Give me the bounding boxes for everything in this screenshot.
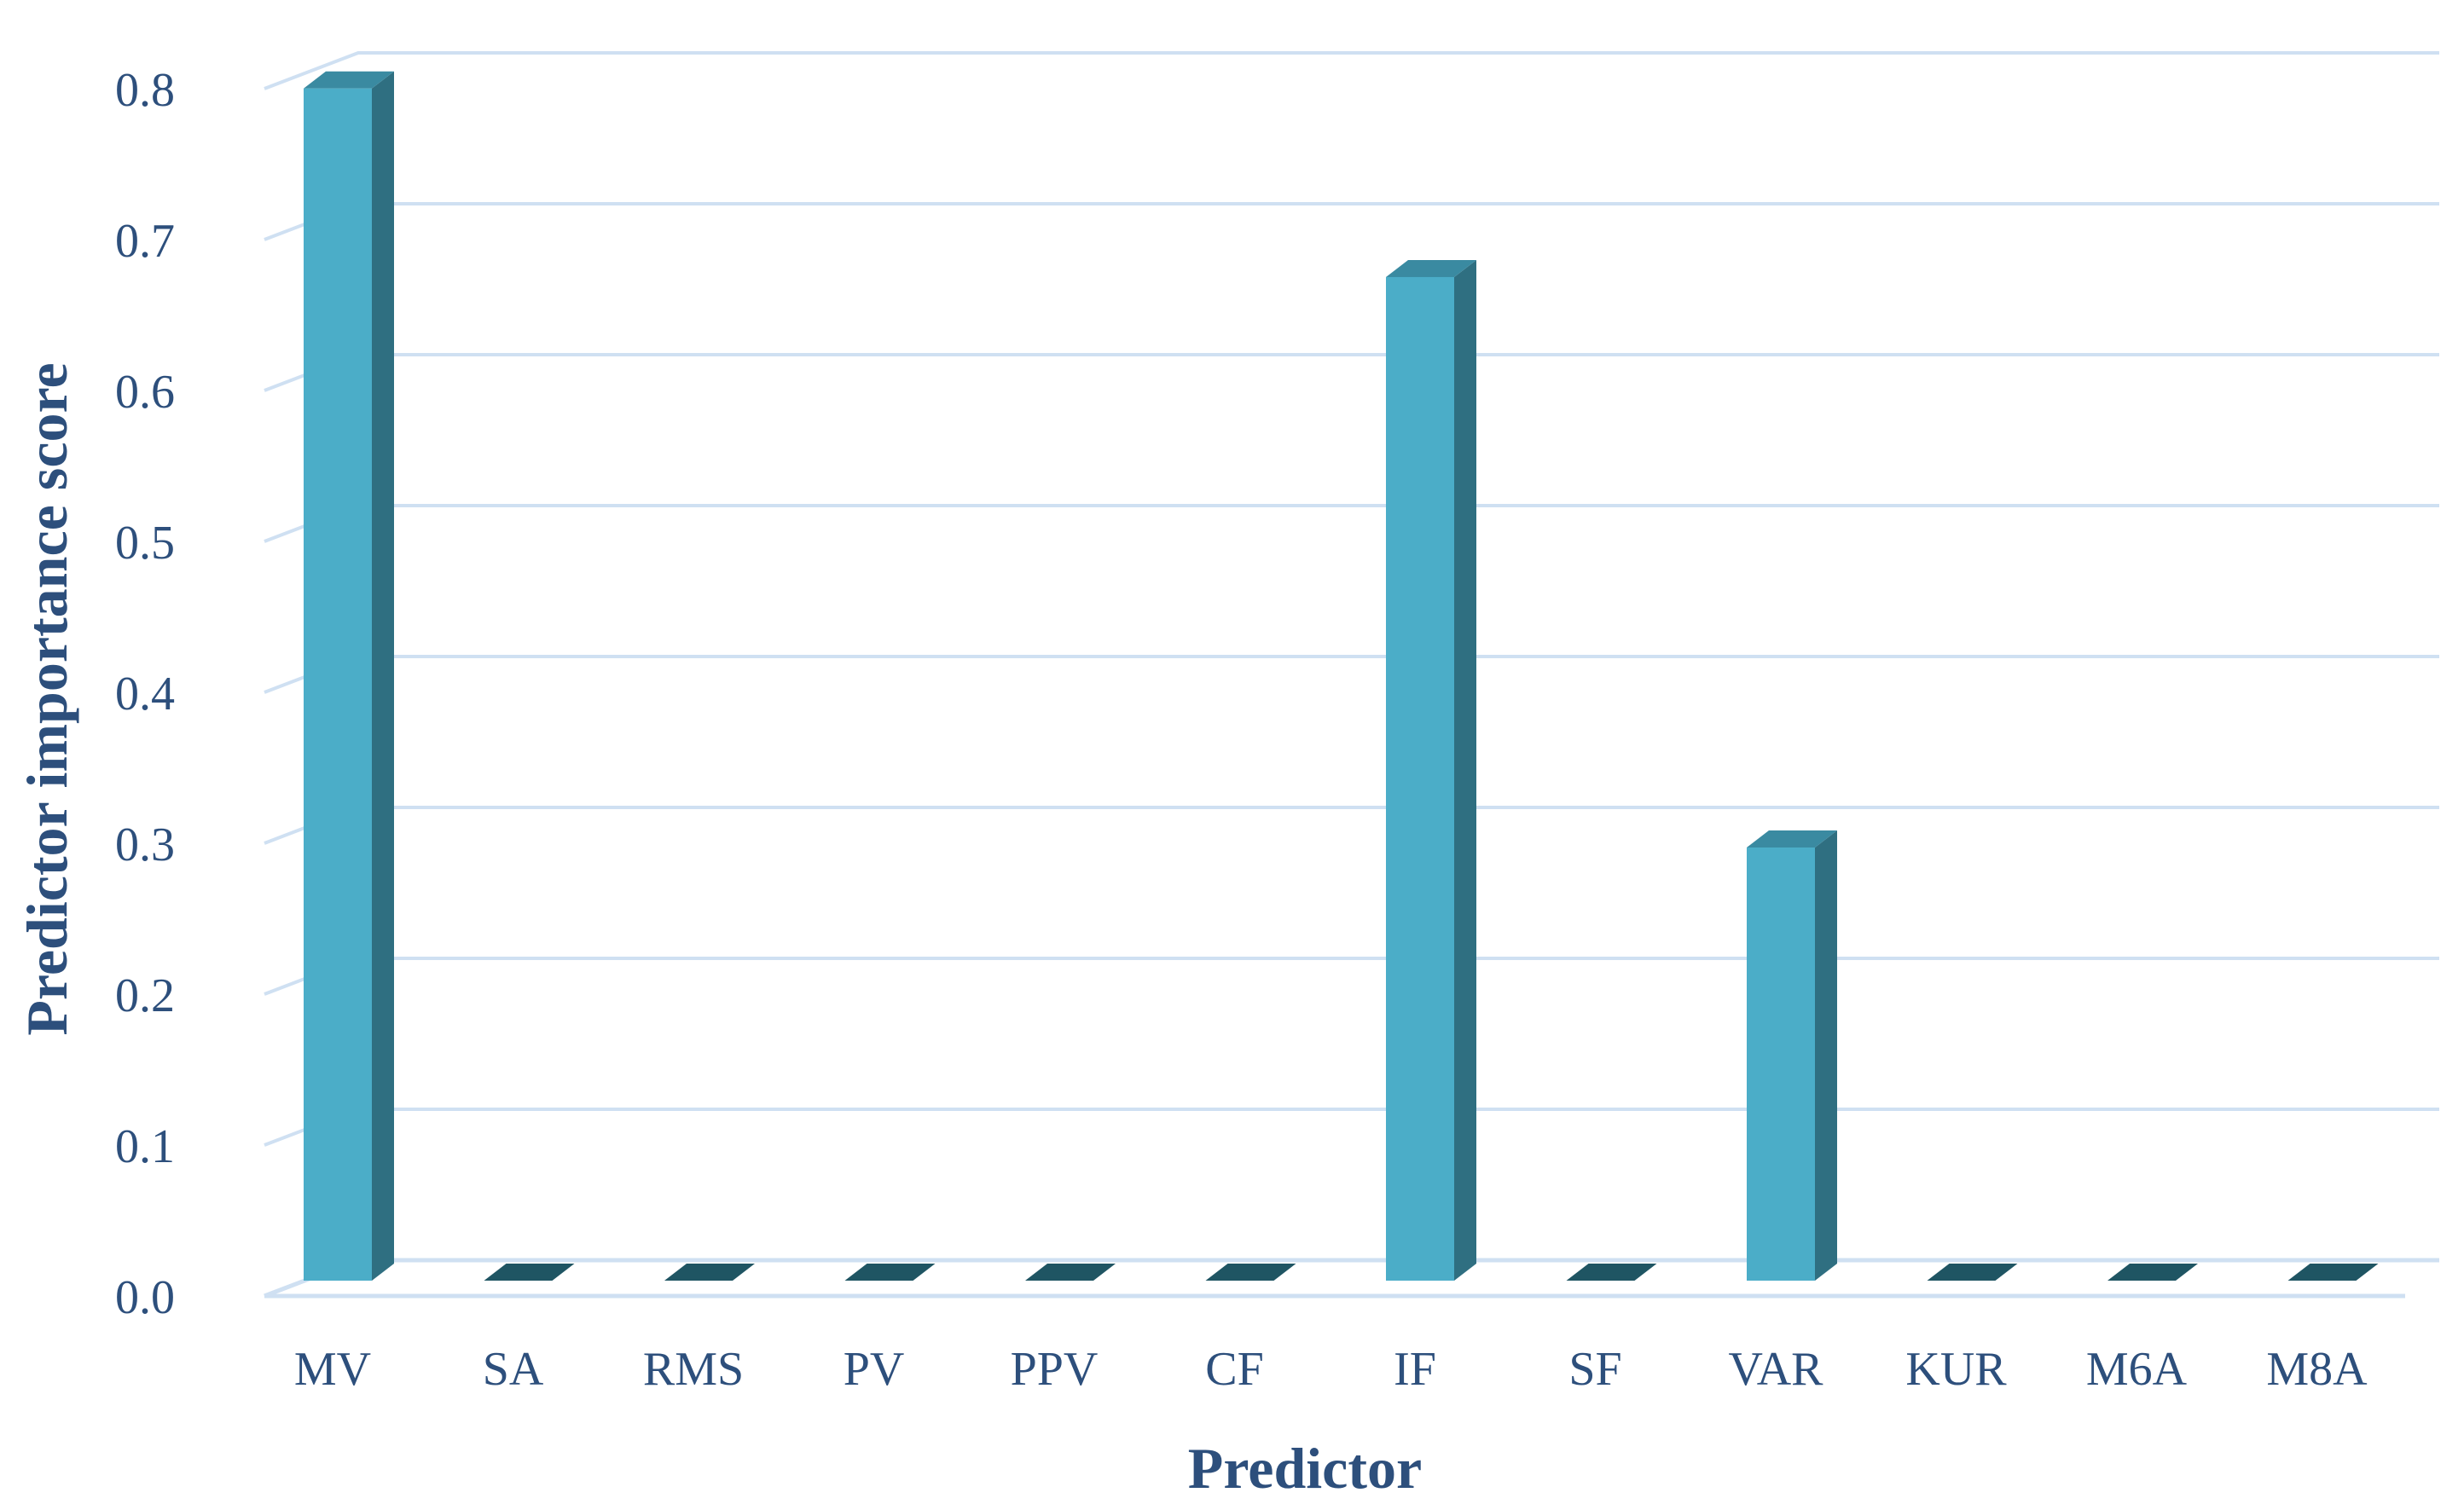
y-tick-label: 0.4: [115, 668, 175, 720]
x-tick-label: MV: [294, 1343, 371, 1396]
x-tick-label: M8A: [2266, 1343, 2368, 1396]
y-tick-label: 0.0: [115, 1271, 175, 1324]
bar-top-face: [304, 71, 394, 89]
gridline: [264, 353, 2439, 392]
bar-zero-base: [2287, 1264, 2379, 1281]
bar-zero-base: [484, 1264, 575, 1281]
bar-zero-base: [844, 1264, 936, 1281]
gridline: [264, 1108, 2439, 1147]
bar-side-face: [372, 71, 394, 1281]
y-tick-label: 0.7: [115, 215, 175, 268]
x-tick-label: PV: [844, 1343, 905, 1396]
bar-top-face: [1386, 259, 1476, 277]
bar-zero-base: [1927, 1264, 2018, 1281]
gridline: [264, 806, 2439, 845]
bar-var: [1747, 830, 1837, 1281]
bar-sa: [484, 1264, 575, 1281]
bar-front-face: [1386, 276, 1454, 1281]
x-tick-label: RMS: [643, 1343, 744, 1396]
y-axis-title: Predictor importance score: [14, 362, 79, 1035]
x-tick-label: IF: [1394, 1343, 1436, 1396]
x-tick-label: SA: [483, 1343, 544, 1396]
gridline: [264, 202, 2439, 241]
bar-if: [1386, 259, 1476, 1281]
bar-mv: [304, 71, 394, 1281]
gridline: [264, 504, 2439, 543]
y-tick-label: 0.6: [115, 366, 175, 419]
y-tick-label: 0.2: [115, 969, 175, 1022]
x-tick-label: PPV: [1011, 1343, 1099, 1396]
bar-sf: [1566, 1264, 1657, 1281]
x-axis-title: Predictor: [1188, 1436, 1422, 1501]
bar-front-face: [304, 88, 372, 1281]
bar-top-face: [1747, 830, 1837, 848]
bar-zero-base: [1205, 1264, 1296, 1281]
bar-m6a: [2107, 1264, 2198, 1281]
gridline: [264, 957, 2439, 996]
x-axis-tick-labels: MV SA RMS PV PPV CF IF SF VAR KUR M6A M8A: [294, 1343, 2368, 1396]
bar-rms: [664, 1264, 755, 1281]
bar-kur: [1927, 1264, 2018, 1281]
bar-m8a: [2287, 1264, 2379, 1281]
bar-cf: [1205, 1264, 1296, 1281]
bar-zero-base: [1566, 1264, 1657, 1281]
y-tick-label: 0.3: [115, 819, 175, 871]
bar-side-face: [1815, 830, 1837, 1281]
gridline: [264, 655, 2439, 694]
y-tick-label: 0.1: [115, 1120, 175, 1173]
x-tick-label: VAR: [1728, 1343, 1823, 1396]
gridlines: [264, 51, 2439, 1299]
x-tick-label: SF: [1568, 1343, 1621, 1396]
bar-zero-base: [2107, 1264, 2198, 1281]
gridline: [264, 51, 2439, 90]
bar-front-face: [1747, 848, 1815, 1281]
x-tick-label: CF: [1205, 1343, 1264, 1396]
y-tick-label: 0.5: [115, 517, 175, 570]
x-tick-label: M6A: [2086, 1343, 2188, 1396]
bars: [304, 71, 2379, 1281]
bar-zero-base: [664, 1264, 755, 1281]
bar-ppv: [1025, 1264, 1116, 1281]
x-tick-label: KUR: [1905, 1343, 2007, 1396]
y-axis-tick-labels: 0.0 0.1 0.2 0.3 0.4 0.5 0.6 0.7 0.8: [115, 64, 175, 1324]
bar-pv: [844, 1264, 936, 1281]
y-tick-label: 0.8: [115, 64, 175, 117]
bar-zero-base: [1025, 1264, 1116, 1281]
bar-side-face: [1454, 259, 1476, 1281]
